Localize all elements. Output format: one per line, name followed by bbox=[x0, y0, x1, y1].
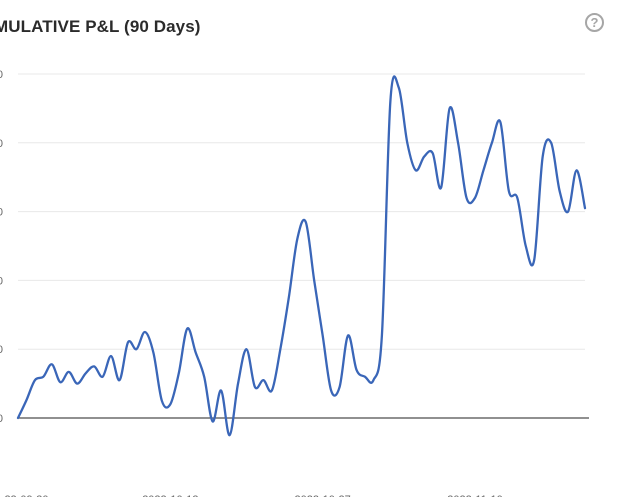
series-line-cumulative-pnl[interactable] bbox=[16, 75, 587, 437]
y-tick-label: 0 bbox=[0, 344, 3, 356]
question-circle-icon[interactable]: ? bbox=[585, 13, 604, 32]
grid-lines bbox=[18, 73, 585, 350]
x-axis-ticks: 22-09-30 2022-10-13 2022-10-27 2022-11-10 bbox=[4, 494, 502, 497]
y-tick-label: 0 bbox=[0, 275, 3, 287]
x-tick-label: 2022-10-13 bbox=[142, 494, 198, 497]
y-tick-label: 0 bbox=[0, 69, 3, 81]
x-tick-label: 22-09-30 bbox=[4, 494, 48, 497]
y-tick-label: 0 bbox=[0, 138, 3, 150]
chart-title: MULATIVE P&L (90 Days) bbox=[0, 17, 201, 36]
y-tick-label: 0 bbox=[0, 413, 3, 425]
y-tick-label: 0 bbox=[0, 207, 3, 219]
x-tick-label: 2022-11-10 bbox=[447, 494, 502, 497]
x-tick-label: 2022-10-27 bbox=[295, 494, 351, 497]
y-axis-ticks: 0 0 0 0 0 0 bbox=[0, 69, 3, 425]
